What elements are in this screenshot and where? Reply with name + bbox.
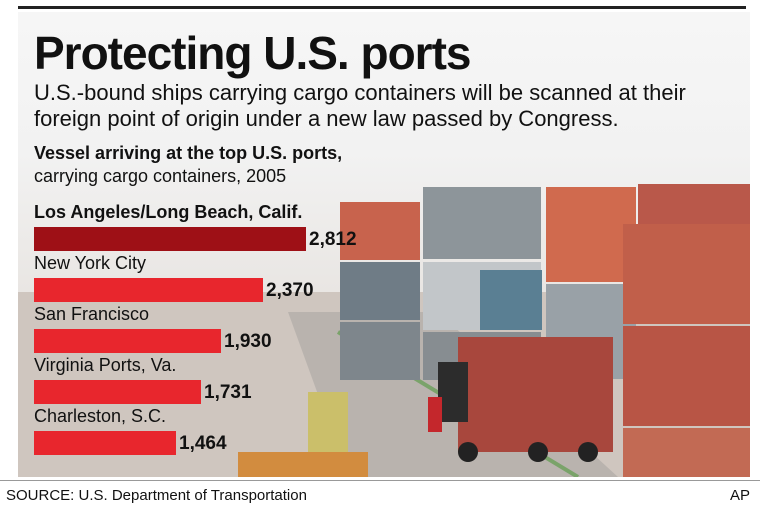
background-photo	[18, 12, 750, 477]
bar-label: New York City	[34, 253, 147, 273]
source-note: SOURCE: U.S. Department of Transportatio…	[6, 487, 307, 504]
top-rule	[18, 6, 746, 9]
bar	[34, 227, 306, 251]
port-containers-illustration	[18, 184, 750, 477]
bar-label: Charleston, S.C.	[34, 406, 167, 426]
bar-label: San Francisco	[34, 304, 150, 324]
headline: Protecting U.S. ports	[34, 27, 471, 79]
bar-value-label: 2,812	[309, 229, 357, 250]
bar	[34, 380, 201, 404]
bottom-rule	[0, 480, 760, 481]
bar-value-label: 1,464	[179, 433, 227, 454]
chart-title: Vessel arriving at the top U.S. ports,	[34, 143, 343, 163]
chart-subtitle: carrying cargo containers, 2005	[34, 166, 287, 186]
subtitle: U.S.-bound ships carrying cargo containe…	[34, 80, 686, 131]
bar-value-label: 1,731	[204, 382, 252, 403]
credit: AP	[729, 487, 750, 504]
bar-value-label: 1,930	[224, 331, 272, 352]
bar-label: Los Angeles/Long Beach, Calif.	[34, 202, 303, 222]
bar-label: Virginia Ports, Va.	[34, 355, 177, 375]
bar	[34, 329, 221, 353]
bar-value-label: 2,370	[266, 280, 314, 301]
bar	[34, 431, 176, 455]
bar	[34, 278, 263, 302]
